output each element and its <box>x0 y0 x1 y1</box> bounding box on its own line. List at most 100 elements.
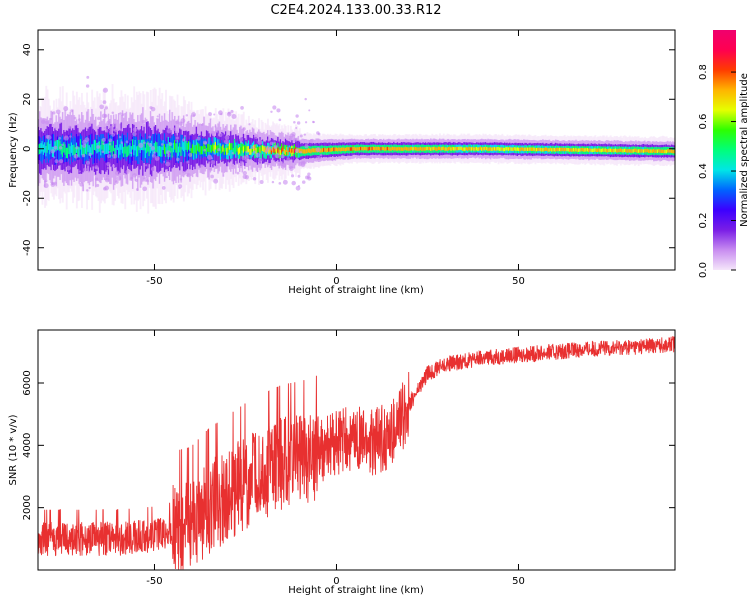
spectrogram-cell <box>111 145 114 156</box>
spectrogram-speckle <box>273 141 276 144</box>
spectrogram-cell <box>604 148 607 152</box>
spectrogram-cell <box>297 147 300 158</box>
spectrogram-cell <box>524 147 527 152</box>
spectrogram-cell <box>507 147 510 151</box>
spectrogram-cell <box>189 142 192 151</box>
spectrogram-speckle <box>103 114 108 118</box>
spectrogram-cell <box>630 149 632 153</box>
spectrogram-cell <box>514 147 517 151</box>
spectrogram-speckle <box>58 146 63 150</box>
spectrogram-cell <box>394 146 397 151</box>
spectrogram-cell <box>618 148 621 153</box>
spectrogram-cell <box>491 147 494 152</box>
spectrogram-cell <box>289 148 292 154</box>
spectrogram-cell <box>365 146 367 151</box>
spectrogram-speckle <box>223 139 229 145</box>
spectrogram-speckle <box>150 166 156 172</box>
spectrogram-cell <box>188 140 190 150</box>
spectrogram-cell <box>226 147 229 155</box>
spectrogram-cell <box>131 139 134 150</box>
spectrogram-cell <box>42 144 45 155</box>
spectrogram-speckle <box>101 137 106 142</box>
spectrogram-cell <box>603 148 606 152</box>
spectrogram-cell <box>208 144 211 153</box>
spectrogram-cell <box>664 149 667 154</box>
spectrogram-cell <box>449 146 452 151</box>
spectrogram-speckle <box>179 178 183 181</box>
spectrogram-cell <box>184 136 187 157</box>
spectrogram-cell <box>275 148 278 154</box>
spectrogram-cell <box>46 142 49 153</box>
spectrogram-cell <box>81 144 83 156</box>
spectrogram-cell <box>349 147 352 151</box>
spectrogram-cell <box>599 148 602 153</box>
spectrogram-speckle <box>160 143 164 146</box>
spectrogram-cell <box>403 147 406 151</box>
spectrogram-cell <box>390 147 393 151</box>
spectrogram-cell <box>426 146 429 151</box>
spectrogram-cell <box>584 148 587 152</box>
spectrogram-cell <box>469 147 472 151</box>
spectrogram-speckle <box>240 106 244 110</box>
spectrogram-cell <box>609 148 612 152</box>
spectrogram-speckle <box>104 177 110 183</box>
spectrogram-cell <box>55 140 58 151</box>
spectrogram-speckle <box>81 153 86 158</box>
spectrogram-cell <box>116 139 119 164</box>
spectrogram-speckle <box>299 134 303 138</box>
spectrogram-cell <box>633 148 636 153</box>
spectrogram-cell <box>389 147 392 151</box>
spectrogram-cell <box>161 146 164 157</box>
spectrogram-cell <box>530 147 533 151</box>
spectrogram-cell <box>509 147 511 151</box>
spectrogram-speckle <box>278 181 282 185</box>
spectrogram-cell <box>619 148 622 152</box>
spectrogram-speckle <box>84 137 90 143</box>
spectrogram-cell <box>424 147 427 151</box>
spectrogram-cell <box>112 140 115 152</box>
spectrogram-cell <box>212 143 215 152</box>
spectrogram-cell <box>412 147 415 151</box>
spectrogram-cell <box>625 148 627 153</box>
spectrogram-speckle <box>125 170 130 174</box>
spectrogram-speckle <box>288 137 293 141</box>
spectrogram-speckle <box>295 114 299 118</box>
spectrogram-speckle <box>143 141 146 145</box>
spectrogram-cell <box>567 147 570 152</box>
spectrogram-cell <box>548 148 551 152</box>
spectrogram-cell <box>309 148 311 153</box>
spectrogram-speckle <box>102 87 108 93</box>
spectrogram-cell <box>653 148 655 153</box>
spectrogram-speckle <box>252 176 257 181</box>
spectrogram-cell <box>458 146 460 151</box>
spectrogram-cell <box>175 143 178 153</box>
spectrogram-cell <box>517 147 520 152</box>
spectrogram-cell <box>101 139 104 150</box>
spectrogram-cell <box>244 145 246 152</box>
spectrogram-cell <box>553 147 556 152</box>
spectrogram-cell <box>41 139 44 164</box>
spectrogram-cell <box>87 141 90 152</box>
spectrogram-cell <box>532 147 534 151</box>
spectrogram-speckle <box>106 166 110 170</box>
spectrogram-cell <box>649 149 652 153</box>
spectrogram-cell <box>475 146 478 151</box>
spectrogram-cell <box>190 135 193 156</box>
spectrogram-cell <box>196 142 199 151</box>
spectrogram-cell <box>552 147 555 152</box>
spectrogram-cell <box>144 147 147 158</box>
spectrogram-cell <box>621 148 624 153</box>
spectrogram-speckle <box>106 174 110 178</box>
spectrogram-cell <box>47 138 50 163</box>
spectrogram-cell <box>221 146 224 154</box>
spectrogram-speckle <box>319 153 323 157</box>
spectrogram-cell <box>535 147 538 152</box>
spectrogram-cell <box>335 147 338 152</box>
spectrogram-speckle <box>163 160 166 163</box>
spectrogram-speckle <box>270 148 273 151</box>
spectrogram-speckle <box>196 136 201 141</box>
spectrogram-speckle <box>265 146 271 151</box>
spectrogram-cell <box>203 142 206 151</box>
spectrogram-speckle <box>132 127 138 132</box>
